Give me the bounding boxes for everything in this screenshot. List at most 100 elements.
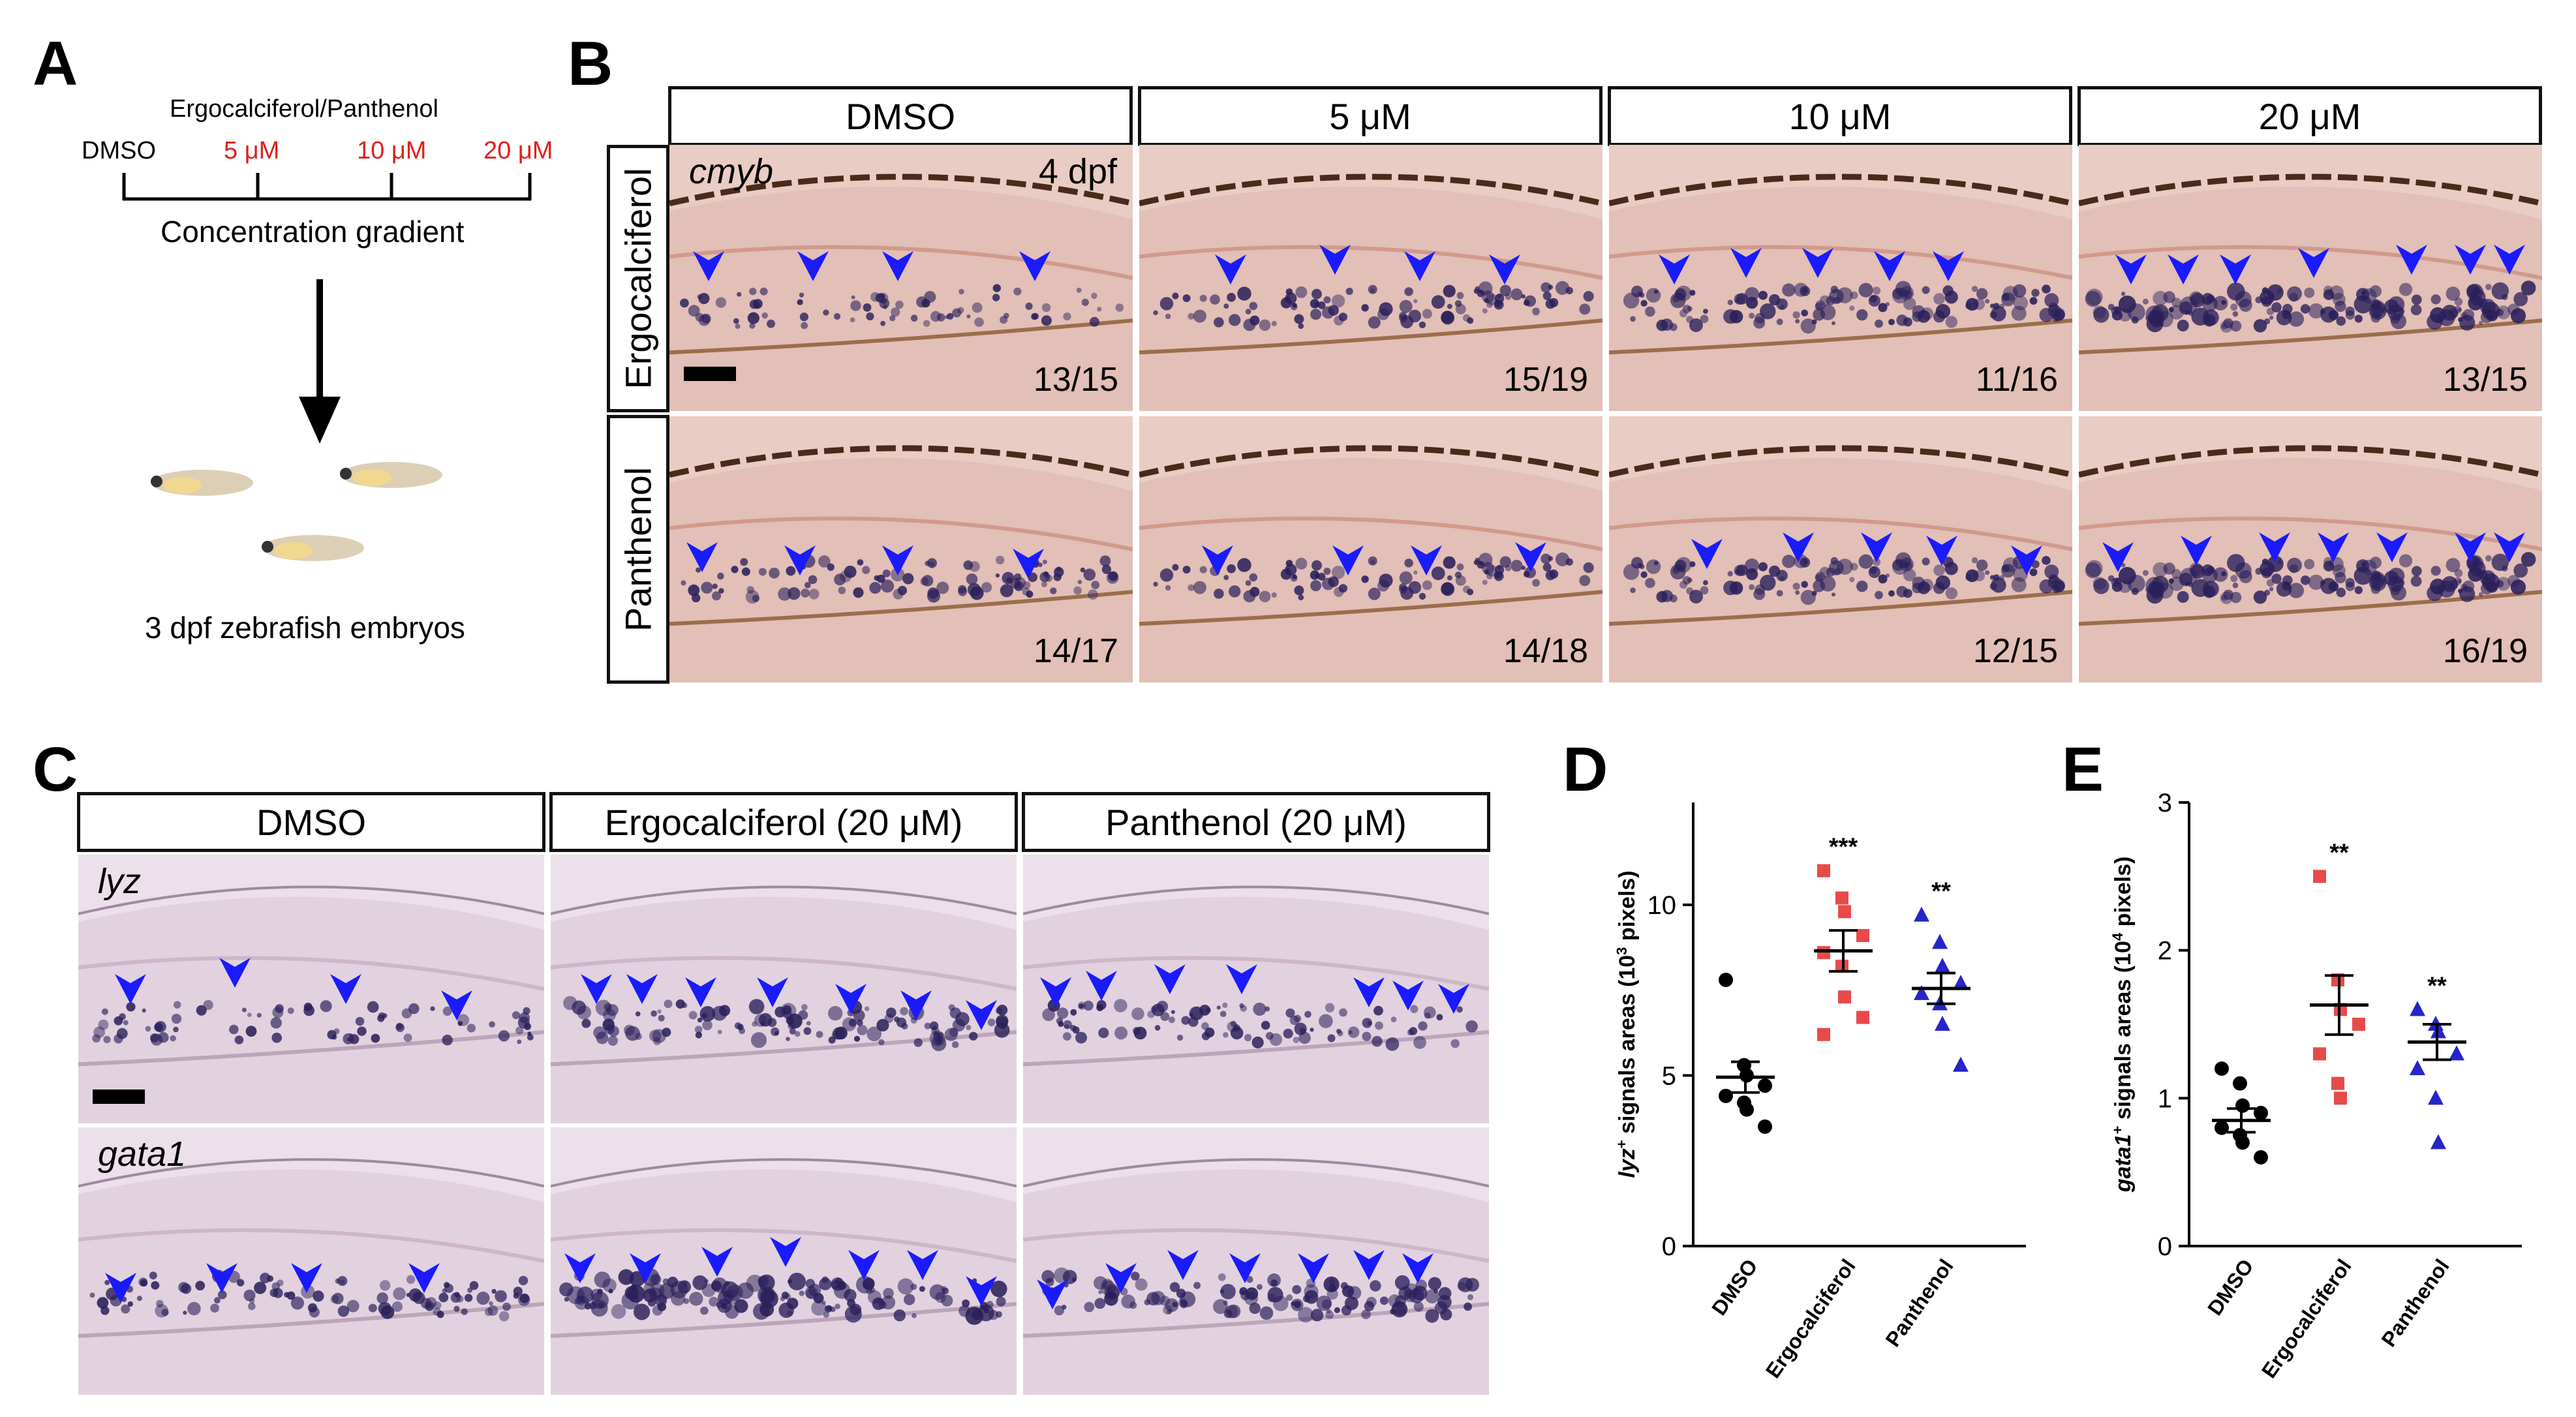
- arrowhead-icon: [2494, 532, 2525, 562]
- gradient-label: Concentration gradient: [161, 215, 465, 249]
- y-tick-label: 0: [2158, 1232, 2172, 1261]
- arrowhead-icon: [1167, 1250, 1199, 1280]
- data-point: [1838, 990, 1851, 1004]
- arrowhead-icon: [1154, 964, 1186, 994]
- arrowhead-icon: [1438, 984, 1469, 1014]
- b-image-panth-5um: 14/18: [1139, 416, 1602, 682]
- data-point: [2313, 870, 2326, 883]
- arrowhead-icon: [1013, 549, 1044, 579]
- significance-label: **: [2329, 839, 2349, 866]
- c-image-gata1-panth: [1023, 1127, 1489, 1395]
- c-header-ergocalciferol: Ergocalciferol (20 μM): [549, 792, 1018, 852]
- data-point: [1817, 864, 1830, 877]
- x-tick-label: Panthenol: [2377, 1255, 2454, 1350]
- data-point: [1719, 973, 1733, 987]
- micrograph-illustration: [1609, 416, 2072, 682]
- arrowhead-icon: [966, 1276, 997, 1306]
- micrograph-illustration: [1139, 416, 1602, 682]
- arrowhead-icon: [1202, 545, 1233, 575]
- conc-5: 5 μM: [224, 137, 280, 164]
- arrowhead-icon: [441, 990, 472, 1020]
- panel-label-c: C: [33, 735, 78, 804]
- micrograph-illustration: [1139, 145, 1602, 411]
- micrograph-illustration: [78, 1127, 544, 1395]
- chart-e: 0 1 2 3 gata1+ signals areas (104 pixels) DMS…: [2109, 789, 2522, 1382]
- arrowhead-icon: [1515, 542, 1546, 572]
- b-image-ergo-dmso: cmyb 4 dpf 13/15: [669, 145, 1133, 411]
- x-tick-label: DMSO: [2203, 1255, 2258, 1319]
- arrowhead-icon: [1730, 248, 1762, 278]
- data-point: [1758, 1078, 1772, 1093]
- arrowhead-icon: [1226, 964, 1257, 994]
- data-point: [2254, 1150, 2268, 1165]
- data-point: [2352, 1018, 2365, 1031]
- arrowhead-icon: [1802, 248, 1833, 278]
- b-gene-label: cmyb: [689, 152, 774, 191]
- b-ratio: 14/18: [1503, 632, 1588, 670]
- arrowhead-icon: [2494, 245, 2525, 275]
- data-point: [1914, 906, 1929, 922]
- micrograph-illustration: [1023, 1127, 1489, 1395]
- conc-20: 20 μM: [483, 137, 553, 164]
- data-point: [1953, 975, 1969, 990]
- b-header-10um: 10 μM: [1608, 86, 2072, 146]
- b-header-20um: 20 μM: [2078, 86, 2542, 146]
- arrowhead-icon: [848, 1250, 880, 1280]
- arrowhead-icon: [115, 974, 146, 1004]
- arrowhead-icon: [626, 974, 658, 1004]
- arrowhead-icon: [1105, 1263, 1137, 1293]
- panel-label-d: D: [1563, 735, 1608, 804]
- arrowhead-icon: [2455, 245, 2486, 275]
- arrowhead-icon: [2298, 248, 2329, 278]
- data-point: [1817, 1028, 1830, 1041]
- micrograph-illustration: [2079, 145, 2542, 411]
- data-point: [2428, 1089, 2444, 1105]
- c-header-panthenol: Panthenol (20 μM): [1022, 792, 1490, 852]
- arrowhead-icon: [685, 977, 716, 1007]
- arrowhead-icon: [2181, 536, 2212, 566]
- b-ratio: 16/19: [2442, 632, 2528, 670]
- data-point: [1835, 891, 1848, 905]
- data-point: [2430, 1134, 2446, 1150]
- arrowhead-icon: [1402, 1253, 1434, 1283]
- arrowhead-icon: [581, 974, 612, 1004]
- data-point: [1719, 1088, 1733, 1103]
- arrowhead-icon: [2259, 532, 2290, 562]
- micrograph-illustration: [2079, 416, 2542, 682]
- arrowhead-icon: [1229, 1253, 1261, 1283]
- y-tick-label: 1: [2158, 1084, 2172, 1113]
- b-image-panth-dmso: 14/17: [669, 416, 1133, 682]
- significance-label: **: [1931, 878, 1951, 906]
- arrowhead-icon: [1926, 536, 1957, 566]
- embryo-illustration: [151, 462, 442, 561]
- arrowhead-icon: [1783, 532, 1814, 562]
- embryo-1: [151, 470, 253, 496]
- arrowhead-icon: [2168, 254, 2199, 284]
- arrowhead-icon: [630, 1253, 661, 1283]
- data-point: [2449, 1045, 2464, 1061]
- data-point: [1932, 934, 1948, 949]
- data-point: [2410, 1001, 2425, 1016]
- panel-label-e: E: [2062, 735, 2104, 804]
- y-tick-label: 5: [1662, 1061, 1676, 1090]
- x-tick-label: DMSO: [1707, 1255, 1762, 1319]
- b-ratio: 14/17: [1033, 632, 1118, 670]
- arrowhead-icon: [2220, 254, 2251, 284]
- arrowhead-icon: [900, 990, 932, 1020]
- b-ratio: 15/19: [1503, 361, 1588, 399]
- arrowhead-icon: [564, 1253, 596, 1283]
- b-row-label-panthenol: Panthenol: [607, 415, 669, 684]
- data-point: [2334, 1091, 2347, 1105]
- arrowhead-icon: [770, 1237, 801, 1267]
- data-point: [1935, 958, 1950, 973]
- micrograph-illustration: [1023, 855, 1489, 1123]
- b-ratio: 13/15: [2442, 361, 2528, 399]
- micrograph-illustration: [669, 145, 1133, 411]
- embryo-2: [340, 462, 442, 488]
- arrowhead-icon: [1019, 251, 1050, 281]
- arrowhead-icon: [1037, 1279, 1068, 1309]
- arrowhead-icon: [2318, 532, 2349, 562]
- x-tick-label: Ergocalciferol: [2257, 1255, 2356, 1382]
- gradient-axis: [122, 173, 532, 201]
- arrowhead-icon: [1319, 245, 1351, 275]
